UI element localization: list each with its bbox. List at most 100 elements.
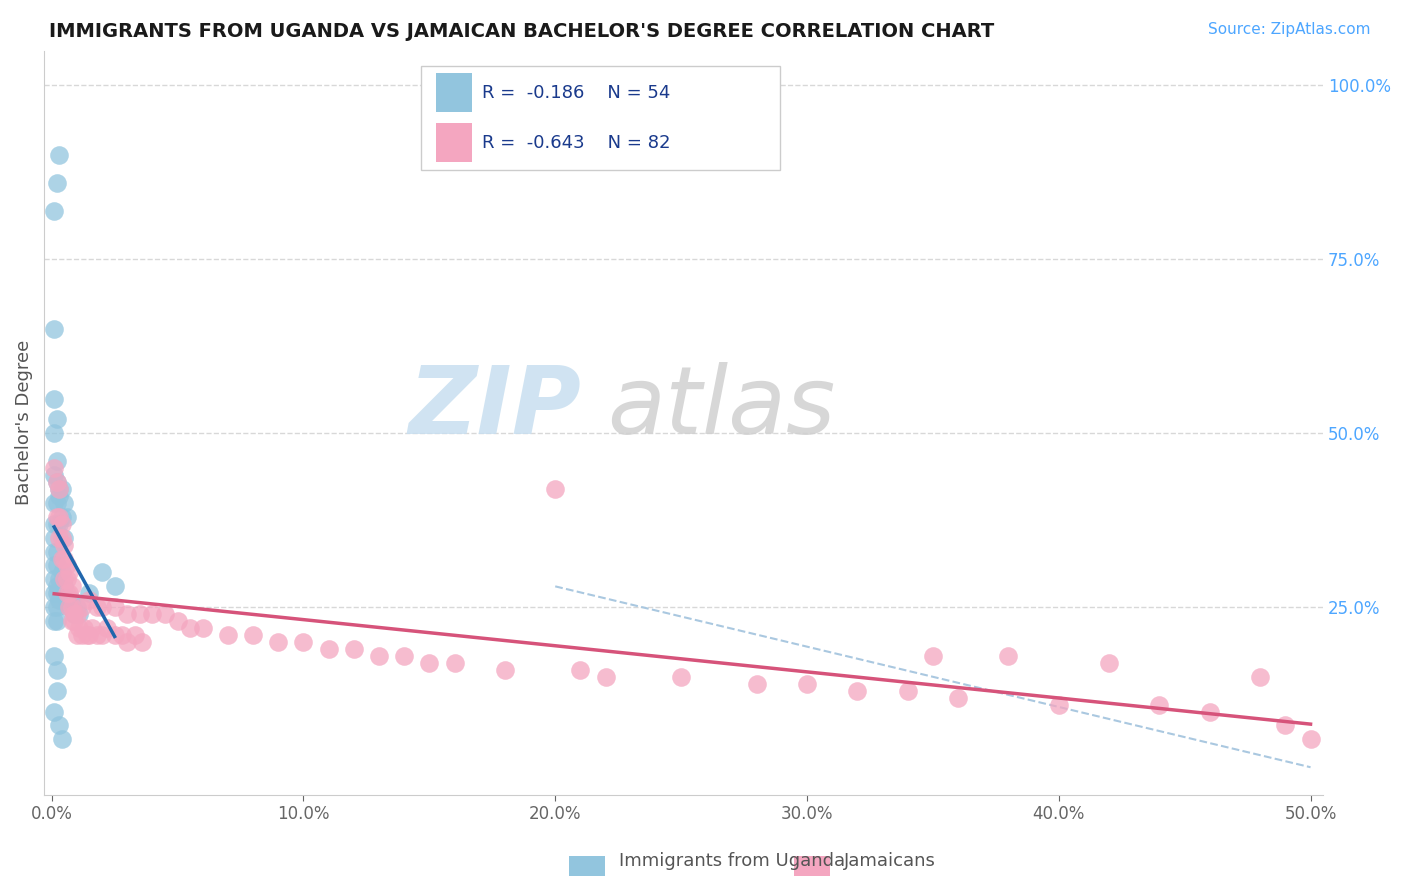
Point bbox=[897, 683, 920, 698]
Point bbox=[91, 628, 114, 642]
Point bbox=[292, 635, 315, 649]
Point bbox=[44, 600, 66, 615]
Point bbox=[45, 600, 67, 615]
Point bbox=[60, 614, 83, 628]
Point bbox=[53, 531, 76, 545]
Point bbox=[55, 593, 77, 607]
Point bbox=[1098, 656, 1121, 670]
Point bbox=[318, 642, 340, 657]
Point bbox=[44, 516, 66, 531]
Point bbox=[242, 628, 264, 642]
Point bbox=[45, 475, 67, 489]
Point bbox=[217, 628, 239, 642]
Point bbox=[104, 579, 127, 593]
Point bbox=[55, 558, 77, 573]
Point bbox=[58, 600, 80, 615]
Point bbox=[153, 607, 176, 622]
Point bbox=[53, 538, 76, 552]
Point bbox=[53, 551, 76, 566]
Point bbox=[91, 566, 114, 580]
Point bbox=[70, 628, 93, 642]
Point bbox=[63, 607, 86, 622]
Point bbox=[48, 482, 70, 496]
Point bbox=[66, 628, 89, 642]
Point bbox=[443, 656, 465, 670]
Point bbox=[45, 475, 67, 489]
Point bbox=[45, 176, 67, 190]
Point bbox=[544, 482, 567, 496]
Point bbox=[1149, 698, 1171, 712]
Point bbox=[368, 648, 391, 663]
Point bbox=[44, 558, 66, 573]
Point bbox=[86, 600, 108, 615]
Point bbox=[67, 607, 90, 622]
Text: atlas: atlas bbox=[607, 362, 835, 453]
Point bbox=[128, 607, 150, 622]
Point bbox=[44, 322, 66, 336]
Point bbox=[595, 670, 617, 684]
Point bbox=[1198, 705, 1220, 719]
Point bbox=[96, 621, 118, 635]
Point bbox=[51, 732, 73, 747]
Point bbox=[946, 690, 969, 705]
Point bbox=[51, 482, 73, 496]
Point bbox=[44, 705, 66, 719]
Point bbox=[79, 593, 101, 607]
Point bbox=[53, 573, 76, 587]
Point bbox=[124, 628, 146, 642]
Point bbox=[44, 614, 66, 628]
Point bbox=[45, 558, 67, 573]
Point bbox=[111, 628, 134, 642]
Point bbox=[44, 531, 66, 545]
Point bbox=[44, 392, 66, 406]
Point bbox=[45, 509, 67, 524]
Point bbox=[91, 600, 114, 615]
Point bbox=[63, 614, 86, 628]
Point bbox=[166, 614, 188, 628]
Text: IMMIGRANTS FROM UGANDA VS JAMAICAN BACHELOR'S DEGREE CORRELATION CHART: IMMIGRANTS FROM UGANDA VS JAMAICAN BACHE… bbox=[49, 22, 994, 41]
Point bbox=[48, 718, 70, 732]
Point bbox=[86, 628, 108, 642]
Point bbox=[45, 614, 67, 628]
Point bbox=[191, 621, 214, 635]
Text: Immigrants from Uganda: Immigrants from Uganda bbox=[619, 852, 845, 870]
Point bbox=[44, 203, 66, 218]
Point bbox=[45, 663, 67, 677]
Point bbox=[44, 544, 66, 558]
Point bbox=[115, 635, 138, 649]
Point bbox=[66, 607, 89, 622]
Point bbox=[63, 607, 86, 622]
Point bbox=[494, 663, 516, 677]
Point bbox=[45, 579, 67, 593]
Point bbox=[392, 648, 415, 663]
Point bbox=[58, 566, 80, 580]
Point bbox=[48, 531, 70, 545]
Point bbox=[141, 607, 163, 622]
Point bbox=[55, 509, 77, 524]
Point bbox=[669, 670, 692, 684]
Point bbox=[846, 683, 869, 698]
Point bbox=[51, 551, 73, 566]
Point bbox=[58, 586, 80, 600]
Point bbox=[58, 600, 80, 615]
Point bbox=[45, 516, 67, 531]
Point bbox=[51, 566, 73, 580]
Y-axis label: Bachelor's Degree: Bachelor's Degree bbox=[15, 340, 32, 506]
Point bbox=[70, 600, 93, 615]
Point bbox=[76, 628, 98, 642]
Point bbox=[44, 496, 66, 510]
Point bbox=[51, 531, 73, 545]
Point bbox=[66, 600, 89, 615]
Point bbox=[45, 412, 67, 426]
Point bbox=[67, 621, 90, 635]
Point bbox=[418, 656, 440, 670]
Point bbox=[45, 586, 67, 600]
Point bbox=[44, 573, 66, 587]
Point bbox=[48, 516, 70, 531]
Point bbox=[80, 621, 103, 635]
Point bbox=[1274, 718, 1296, 732]
Point bbox=[922, 648, 945, 663]
Point bbox=[45, 496, 67, 510]
Point bbox=[48, 482, 70, 496]
Point bbox=[55, 573, 77, 587]
